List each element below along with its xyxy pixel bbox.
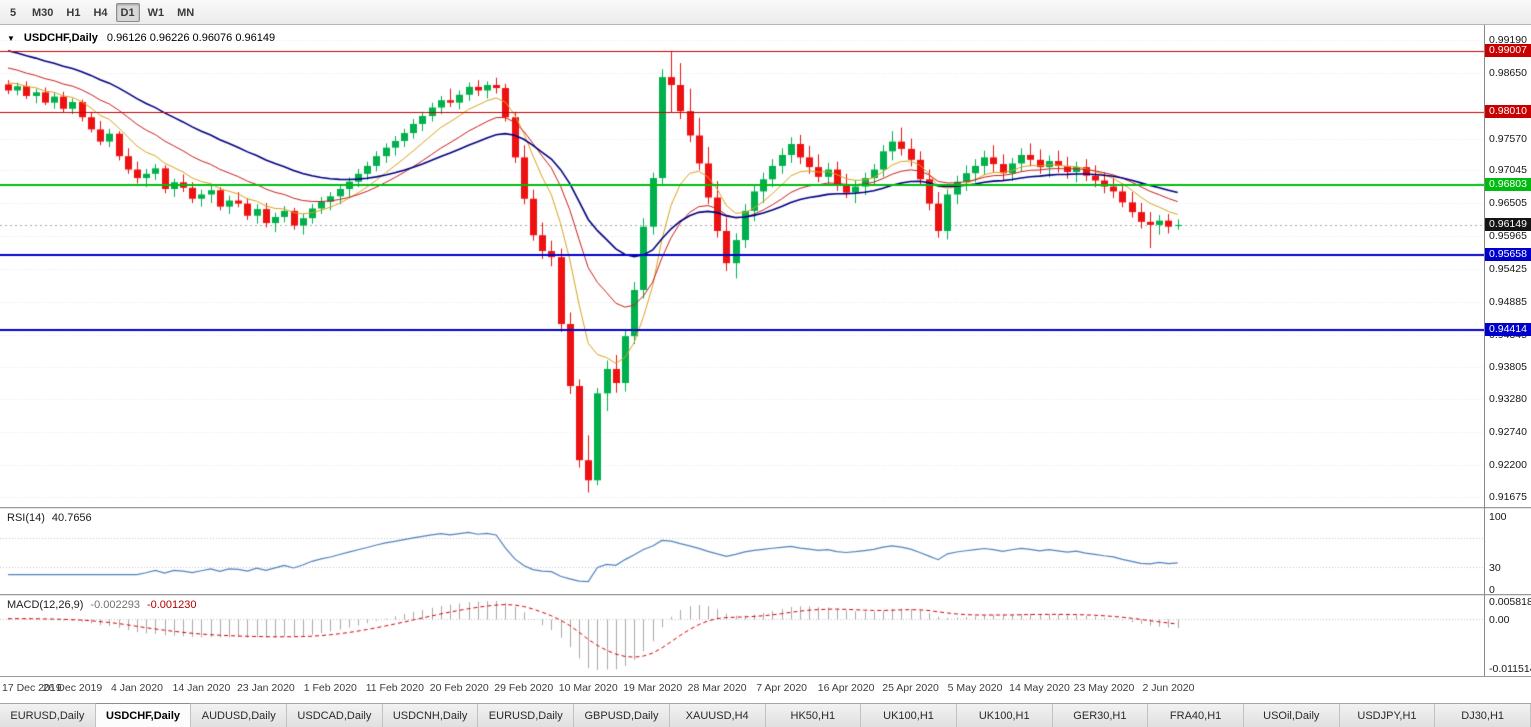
timeframe-button-m30[interactable]: M30 bbox=[32, 6, 54, 19]
timeframe-button-5[interactable]: 5 bbox=[9, 6, 17, 19]
price-axis-tick: 0.95965 bbox=[1489, 230, 1527, 243]
rsi-axis-tick: 0 bbox=[1489, 584, 1495, 596]
chart-tab-usdchf-daily[interactable]: USDCHF,Daily bbox=[95, 703, 192, 727]
hline-price-badge: 0.99007 bbox=[1485, 44, 1531, 58]
price-axis-tick: 0.99190 bbox=[1489, 34, 1527, 47]
date-axis-label: 29 Feb 2020 bbox=[494, 682, 554, 694]
date-axis[interactable]: 17 Dec 2019 26 Dec 2019 4 Jan 2020 14 Jan 2… bbox=[0, 677, 1531, 703]
price-axis-tick: 0.97045 bbox=[1489, 164, 1527, 177]
macd-main-value: -0.002293 bbox=[90, 599, 140, 611]
symbol-dropdown-icon: ▼ bbox=[7, 33, 15, 43]
chart-workspace: ▼ USDCHF,Daily 0.96126 0.96226 0.96076 0… bbox=[0, 25, 1531, 678]
timeframe-button-h4[interactable]: H4 bbox=[93, 6, 108, 19]
rsi-indicator-canvas[interactable] bbox=[0, 509, 1484, 594]
pane-separator[interactable] bbox=[0, 594, 1531, 596]
chart-tabs-bar: EURUSD,Daily USDCHF,Daily AUDUSD,Daily USDC… bbox=[0, 703, 1531, 727]
date-axis-label: 1 Feb 2020 bbox=[303, 682, 357, 694]
date-axis-label: 10 Mar 2020 bbox=[558, 682, 618, 694]
chart-tab-gbpusd-daily[interactable]: GBPUSD,Daily bbox=[574, 704, 670, 727]
chart-tab-eurusd-daily[interactable]: EURUSD,Daily bbox=[478, 704, 575, 727]
timeframe-button-w1[interactable]: W1 bbox=[147, 6, 165, 19]
main-price-chart-canvas[interactable] bbox=[0, 25, 1484, 507]
symbol-name: USDCHF,Daily bbox=[23, 32, 98, 44]
date-axis-label: 25 Apr 2020 bbox=[882, 682, 939, 694]
chart-tab-uk100-h1[interactable]: UK100,H1 bbox=[956, 704, 1053, 727]
hline-price-badge: 0.98010 bbox=[1485, 104, 1531, 118]
chart-tab-uk100-h1[interactable]: UK100,H1 bbox=[861, 704, 957, 727]
date-axis-label: 23 Jan 2020 bbox=[236, 682, 295, 694]
date-axis-label: 7 Apr 2020 bbox=[756, 682, 808, 694]
date-axis-label: 17 Dec 2019 bbox=[2, 682, 62, 694]
chart-tab-xauusd-h4[interactable]: XAUUSD,H4 bbox=[669, 704, 766, 727]
hline-price-badge: 0.95658 bbox=[1485, 247, 1531, 261]
macd-axis-max: 0.005818 bbox=[1489, 596, 1531, 608]
price-axis-tick: 0.92740 bbox=[1489, 426, 1527, 439]
chart-tab-dj30-h1[interactable]: DJ30,H1 bbox=[1435, 704, 1531, 727]
timeframe-toolbar: 5 M30 H1 H4 D1 W1 MN bbox=[0, 0, 1531, 25]
price-axis-tick: 0.93805 bbox=[1489, 361, 1527, 374]
chart-tab-fra40-h1[interactable]: FRA40,H1 bbox=[1148, 704, 1244, 727]
date-axis-label: 23 May 2020 bbox=[1073, 682, 1135, 694]
price-axis-tick: 0.95425 bbox=[1489, 262, 1527, 275]
timeframe-button-d1[interactable]: D1 bbox=[115, 2, 140, 22]
rsi-name: RSI(14) bbox=[7, 512, 45, 524]
macd-indicator-label: MACD(12,26,9) -0.002293 -0.001230 bbox=[7, 599, 197, 611]
price-axis-tick: 0.91675 bbox=[1489, 491, 1527, 504]
price-axis-tick: 0.97570 bbox=[1489, 132, 1527, 145]
symbol-info: ▼ USDCHF,Daily 0.96126 0.96226 0.96076 0… bbox=[7, 32, 275, 44]
chart-tab-hk50-h1[interactable]: HK50,H1 bbox=[765, 704, 862, 727]
macd-axis: 0.005818 0.00 -0.011514 bbox=[1485, 596, 1531, 676]
chart-tab-usdcnh-daily[interactable]: USDCNH,Daily bbox=[382, 704, 479, 727]
date-axis-label: 26 Dec 2019 bbox=[42, 682, 103, 694]
date-axis-label: 5 May 2020 bbox=[947, 682, 1003, 694]
chart-tab-audusd-daily[interactable]: AUDUSD,Daily bbox=[191, 704, 288, 727]
macd-axis-min: -0.011514 bbox=[1489, 663, 1531, 675]
rsi-value: 40.7656 bbox=[51, 512, 92, 524]
chart-tab-usdjpy-h1[interactable]: USDJPY,H1 bbox=[1339, 704, 1436, 727]
date-axis-label: 11 Feb 2020 bbox=[365, 682, 424, 694]
price-axis-border bbox=[1484, 25, 1485, 677]
date-axis-label: 28 Mar 2020 bbox=[687, 682, 747, 694]
date-axis-label: 20 Feb 2020 bbox=[429, 682, 489, 694]
macd-name: MACD(12,26,9) bbox=[7, 599, 84, 611]
price-axis-tick: 0.96505 bbox=[1489, 197, 1527, 210]
rsi-axis: 100 30 0 bbox=[1485, 509, 1531, 596]
price-axis-tick: 0.92200 bbox=[1489, 459, 1527, 472]
date-axis-label: 14 May 2020 bbox=[1009, 682, 1070, 694]
price-axis-tick: 0.93280 bbox=[1489, 393, 1527, 406]
macd-axis-zero: 0.00 bbox=[1489, 613, 1510, 626]
hline-price-badge: 0.94414 bbox=[1485, 323, 1531, 337]
date-axis-label: 19 Mar 2020 bbox=[623, 682, 683, 694]
timeframe-button-h1[interactable]: H1 bbox=[66, 6, 81, 19]
pane-separator[interactable] bbox=[0, 507, 1531, 509]
date-axis-label: 4 Jan 2020 bbox=[110, 682, 163, 694]
price-axis-tick: 0.94885 bbox=[1489, 295, 1527, 308]
rsi-axis-tick: 30 bbox=[1489, 562, 1501, 575]
current-price-badge: 0.96149 bbox=[1485, 217, 1531, 231]
chart-tab-usdcad-daily[interactable]: USDCAD,Daily bbox=[287, 704, 383, 727]
price-axis[interactable]: 0.99190 0.98650 0.97570 0.97045 0.96505 0.959… bbox=[1485, 25, 1531, 507]
chart-tab-ger30-h1[interactable]: GER30,H1 bbox=[1052, 704, 1149, 727]
date-axis-label: 14 Jan 2020 bbox=[172, 682, 231, 694]
hline-price-badge: 0.96803 bbox=[1485, 178, 1531, 192]
date-axis-label: 2 Jun 2020 bbox=[1142, 682, 1195, 694]
ohlc-values: 0.96126 0.96226 0.96076 0.96149 bbox=[106, 32, 276, 44]
timeframe-button-mn[interactable]: MN bbox=[177, 6, 195, 19]
rsi-indicator-label: RSI(14) 40.7656 bbox=[7, 512, 92, 524]
rsi-axis-tick: 100 bbox=[1489, 511, 1507, 523]
macd-indicator-canvas[interactable] bbox=[0, 596, 1484, 676]
chart-tab-usoil-daily[interactable]: USOil,Daily bbox=[1243, 704, 1340, 727]
chart-tab-eurusd-daily[interactable]: EURUSD,Daily bbox=[0, 704, 96, 727]
date-axis-label: 16 Apr 2020 bbox=[817, 682, 875, 694]
price-axis-tick: 0.98650 bbox=[1489, 66, 1527, 79]
macd-signal-value: -0.001230 bbox=[146, 599, 197, 611]
